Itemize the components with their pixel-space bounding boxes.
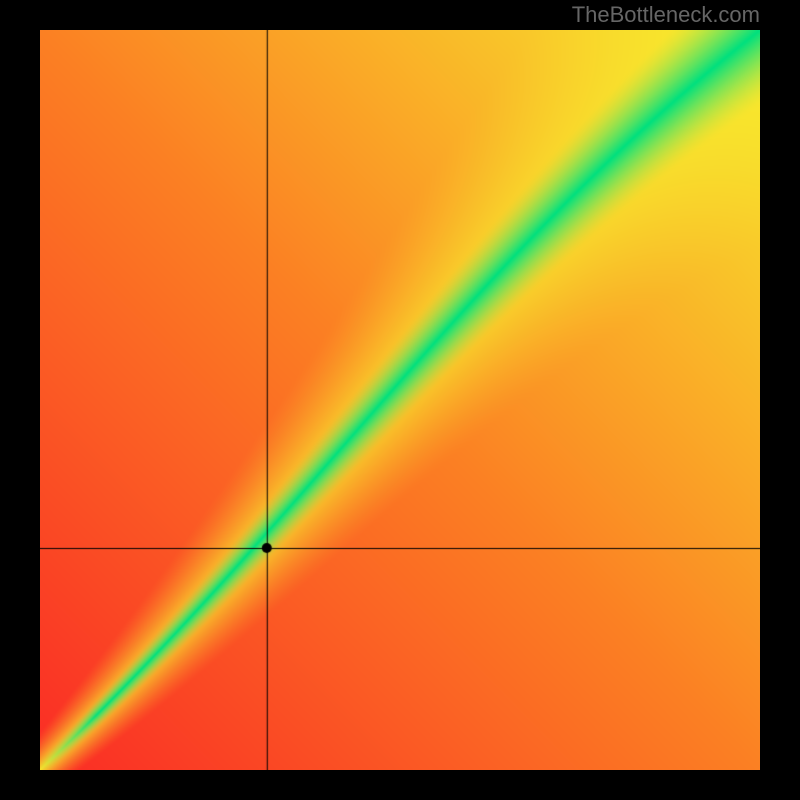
heatmap-canvas bbox=[40, 30, 760, 770]
heatmap-chart bbox=[40, 30, 760, 770]
watermark-text: TheBottleneck.com bbox=[572, 2, 760, 28]
